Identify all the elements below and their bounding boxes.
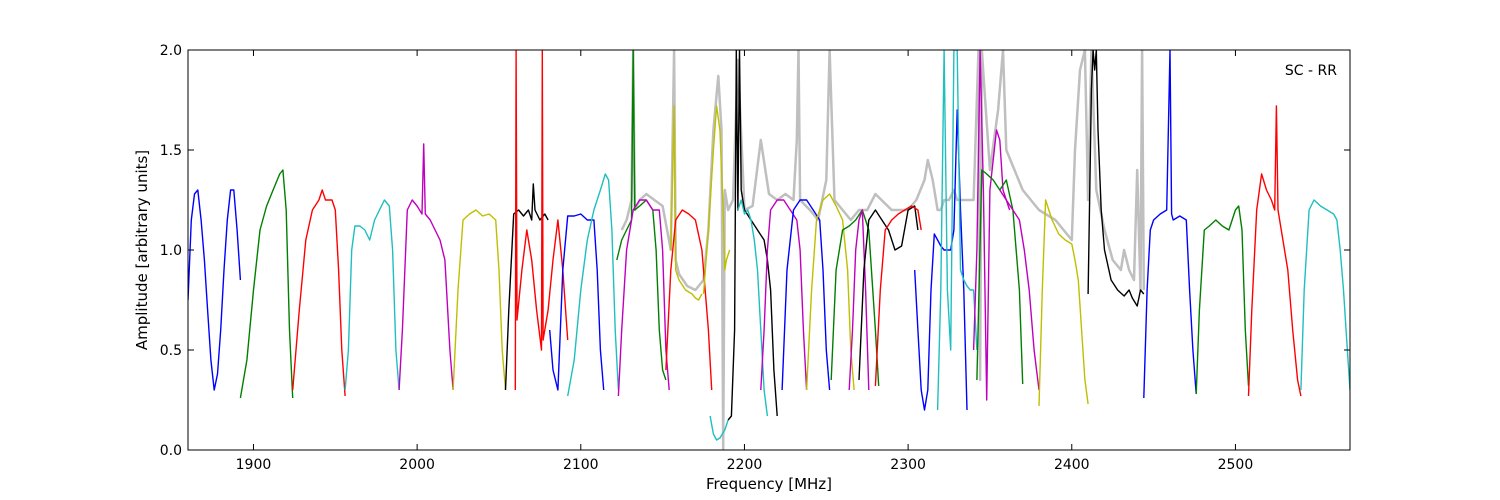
series-line-14 [665, 209, 713, 391]
series-line-23 [848, 209, 870, 391]
series-line-28 [972, 50, 1011, 401]
series-line-31 [1038, 199, 1089, 407]
x-tick-label: 2500 [1218, 457, 1254, 473]
series-line-35 [1247, 105, 1302, 397]
series-line-36 [1300, 199, 1350, 391]
series-line-13 [670, 105, 703, 301]
y-tick-label: 2.0 [160, 43, 182, 59]
series-line-24 [858, 205, 919, 381]
series-line-25 [874, 205, 922, 387]
series-line-4 [344, 199, 400, 391]
series-line-9 [549, 213, 605, 391]
series-line-2 [239, 169, 294, 399]
series-line-8 [514, 50, 569, 391]
series-line-30 [999, 189, 1040, 391]
y-axis-label: Amplitude [arbitrary units] [133, 150, 151, 350]
series-line-27 [936, 50, 978, 411]
series-line-16 [709, 415, 729, 441]
series-line-19 [760, 199, 808, 391]
series-line-10 [567, 173, 620, 397]
axis-ticks: 1900 2000 2100 2200 2300 2400 2500 0.0 0.5 1.0 1.5… [160, 43, 1350, 473]
series-line-7 [504, 183, 549, 391]
series-line-22 [830, 209, 880, 387]
series-line-20 [781, 199, 831, 391]
x-tick-label: 2400 [1054, 457, 1090, 473]
series-line-12 [617, 199, 670, 397]
series-line-5 [398, 143, 454, 391]
series-line-21 [805, 193, 855, 391]
series-line-6 [452, 209, 507, 391]
series-background-line [620, 50, 1146, 450]
x-tick-label: 2300 [890, 457, 926, 473]
plot-area [188, 50, 1350, 450]
y-tick-label: 1.5 [160, 143, 182, 159]
x-tick-label: 2200 [727, 457, 763, 473]
chart-annotation: SC - RR [1285, 63, 1337, 79]
series-line-32 [1087, 50, 1145, 307]
x-axis-label: Frequency [MHz] [706, 475, 832, 493]
x-tick-label: 2100 [563, 457, 599, 473]
series-line-17 [727, 50, 778, 421]
series-line-15 [702, 105, 731, 295]
y-tick-label: 0.0 [160, 443, 182, 459]
series-line-33 [1143, 50, 1197, 399]
series-line-3 [292, 189, 346, 397]
y-tick-label: 0.5 [160, 343, 182, 359]
series-line-34 [1195, 205, 1250, 395]
series-line-1 [188, 189, 242, 391]
y-tick-label: 1.0 [160, 243, 182, 259]
x-tick-label: 1900 [236, 457, 272, 473]
series-line-11 [616, 50, 667, 381]
x-tick-label: 2000 [399, 457, 435, 473]
plot-background [188, 50, 1350, 450]
